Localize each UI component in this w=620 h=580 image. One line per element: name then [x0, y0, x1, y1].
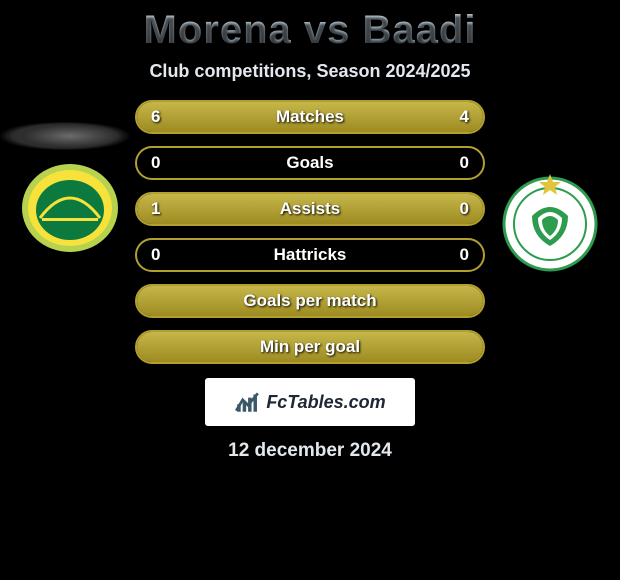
- right-club-crest: [500, 172, 600, 272]
- stat-val-right: 0: [460, 194, 469, 224]
- stat-bar-goals: 0 Goals 0: [135, 146, 485, 180]
- stat-val-right: 4: [460, 102, 469, 132]
- stat-bar-hattricks: 0 Hattricks 0: [135, 238, 485, 272]
- stat-label: Hattricks: [137, 240, 483, 270]
- stat-val-right: 0: [460, 148, 469, 178]
- stat-label: Min per goal: [137, 332, 483, 362]
- stat-label: Goals: [137, 148, 483, 178]
- stat-val-right: 0: [460, 240, 469, 270]
- stat-label: Assists: [137, 194, 483, 224]
- stat-bar-assists: 1 Assists 0: [135, 192, 485, 226]
- page-title: Morena vs Baadi: [0, 0, 620, 53]
- stats-stack: 6 Matches 4 0 Goals 0 1 Assists 0 0 Hatt…: [135, 100, 485, 364]
- watermark-text: FcTables.com: [266, 392, 385, 413]
- stat-bar-matches: 6 Matches 4: [135, 100, 485, 134]
- left-club-crest: [20, 158, 120, 258]
- stat-bar-goals-per-match: Goals per match: [135, 284, 485, 318]
- stat-bar-min-per-goal: Min per goal: [135, 330, 485, 364]
- chart-icon: [234, 389, 260, 415]
- date-text: 12 december 2024: [0, 440, 620, 462]
- stat-label: Goals per match: [137, 286, 483, 316]
- fctables-watermark[interactable]: FcTables.com: [205, 378, 415, 426]
- right-club-shadow: [10, 122, 130, 150]
- subtitle: Club competitions, Season 2024/2025: [0, 61, 620, 82]
- stat-label: Matches: [137, 102, 483, 132]
